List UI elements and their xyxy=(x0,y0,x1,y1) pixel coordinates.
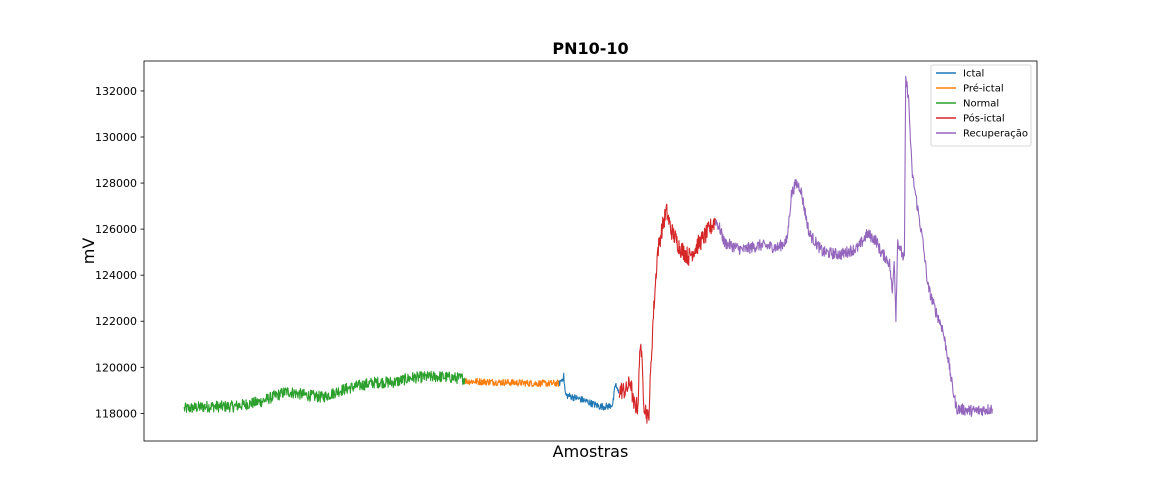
y-tick-label: 118000 xyxy=(95,407,137,420)
legend-label: Ictal xyxy=(963,69,984,80)
legend-box xyxy=(930,64,1032,147)
y-axis: 118000 120000 122000 124000 126000 128000 1300… xyxy=(95,85,144,420)
y-tick-label: 126000 xyxy=(95,223,137,236)
legend-label: Pós-ictal xyxy=(963,113,1005,125)
y-tick-label: 132000 xyxy=(95,85,137,98)
legend-label: Recuperação xyxy=(963,129,1028,140)
legend-label: Normal xyxy=(963,99,999,110)
series-layer xyxy=(183,75,993,424)
series-line-pre-ictal xyxy=(464,377,560,388)
series-line-ictal xyxy=(558,372,620,411)
series-line-pos-ictal xyxy=(618,203,717,424)
y-tick-label: 130000 xyxy=(95,131,137,144)
y-tick-label: 120000 xyxy=(95,361,137,374)
legend-label: Pré-ictal xyxy=(963,83,1004,95)
x-axis-label: Amostras xyxy=(553,442,629,461)
series-line-normal xyxy=(183,370,467,413)
plot-frame xyxy=(143,60,1038,442)
y-tick-label: 128000 xyxy=(95,177,137,190)
series-line-recuperacao xyxy=(714,75,993,417)
chart-title: PN10-10 xyxy=(552,39,628,58)
legend: Ictal Pré-ictal Normal Pós-ictal Recuperação xyxy=(930,64,1032,147)
y-tick-label: 122000 xyxy=(95,315,137,328)
y-tick-label: 124000 xyxy=(95,269,137,282)
y-axis-label: mV xyxy=(79,238,98,265)
